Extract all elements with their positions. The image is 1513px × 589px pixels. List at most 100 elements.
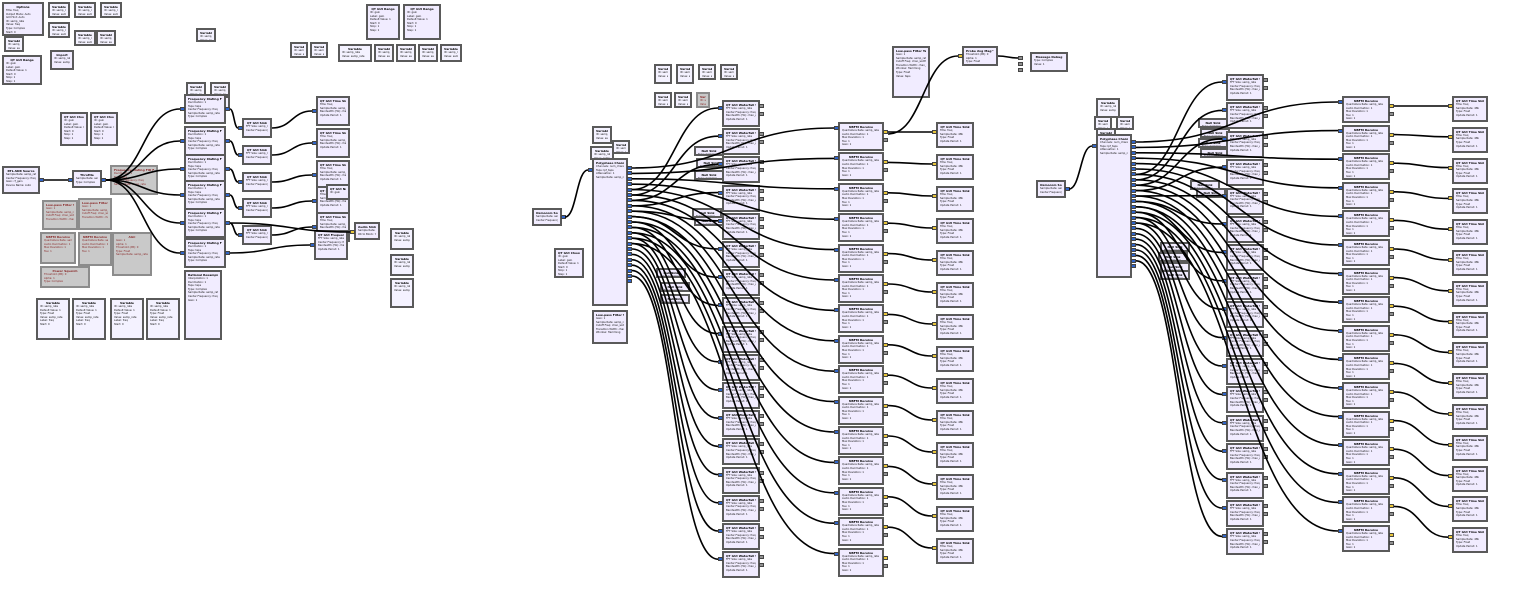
nbfm-in-port[interactable] <box>1338 529 1343 533</box>
nbfm-out-port[interactable] <box>883 434 888 438</box>
xlating-in-port[interactable] <box>180 167 185 171</box>
nbfm-receive-block[interactable]: NBFM Receive Quadrature Rate: samp_rate Au… <box>838 486 884 516</box>
freq-xlating-disabled[interactable]: Frequency Xlating FIR FilterDecimation: … <box>110 165 158 195</box>
nbfm-msg-port[interactable] <box>883 350 888 355</box>
nbfm-out-port[interactable] <box>1389 533 1394 537</box>
nbfm-in-port[interactable] <box>834 186 839 191</box>
variable-config-block[interactable]: Variable ID: samp_rate Default Value: 1 Typ… <box>146 298 180 340</box>
rational-resampler-block[interactable]: Rational Resampler Interpolation: 1 Decima… <box>184 270 222 340</box>
polyphase-out-port[interactable] <box>1131 264 1136 269</box>
nbfm-in-port[interactable] <box>834 521 839 526</box>
nbfm-out-port[interactable] <box>1389 104 1394 108</box>
nbfm-receive-block[interactable]: NBFM Receive Quadrature Rate: samp_rate Au… <box>838 547 884 577</box>
waterfall-msg-port[interactable] <box>1263 370 1268 374</box>
nbfm-msg-port[interactable] <box>883 442 888 446</box>
polyphase-channelizer-block[interactable]: Polyphase ChannelizerChannels: num_chans… <box>592 158 628 306</box>
time-sink-in-port[interactable] <box>1448 535 1453 540</box>
nbfm-receive-block[interactable]: NBFM Receive Quadrature Rate: samp_rate Au… <box>838 182 884 212</box>
time-sink-in-port[interactable] <box>1448 319 1453 324</box>
freq-xlating-block[interactable]: Frequency Xlating FIR FilterDecimation: … <box>184 208 226 238</box>
time-sink-in-port[interactable] <box>932 194 937 198</box>
polyphase-out-port[interactable] <box>1131 253 1136 258</box>
throttle-out-port[interactable] <box>101 178 106 182</box>
nbfm-receive-block[interactable]: NBFM Receive Quadrature Rate: samp_rate Au… <box>838 274 884 303</box>
nbfm-msg-port[interactable] <box>883 138 888 142</box>
nbfm-receive-block[interactable]: NBFM Receive Quadrature Rate: samp_rate Au… <box>838 304 884 334</box>
xlating-out-port[interactable] <box>225 107 230 111</box>
nbfm-in-port[interactable] <box>1338 243 1343 247</box>
time-sink-in-port[interactable] <box>1448 350 1453 355</box>
nbfm-msg-port[interactable] <box>883 198 888 203</box>
nbfm-out-port[interactable] <box>1389 390 1394 394</box>
waterfall-in-port[interactable] <box>718 472 723 477</box>
nbfm-in-port[interactable] <box>834 278 839 282</box>
nbfm-receive-block[interactable]: NBFM Receive Quadrature Rate: samp_rate Au… <box>838 517 884 547</box>
xlating-out-port[interactable] <box>225 139 230 143</box>
nbfm-msg-port[interactable] <box>883 472 888 477</box>
waterfall-msg-port[interactable] <box>1263 426 1268 431</box>
polyphase-out-port[interactable] <box>627 220 632 224</box>
nbfm-msg-port[interactable] <box>883 533 888 538</box>
polyphase-out-port[interactable] <box>627 263 632 268</box>
waterfall-in-port[interactable] <box>1222 335 1227 340</box>
nbfm-receive-block[interactable]: NBFM Receive Quadrature Rate: samp_rate Au… <box>838 426 884 455</box>
time-sink-in-port[interactable] <box>932 386 937 390</box>
nbfm-receive-block[interactable]: NBFM Receive Quadrature Rate: samp_rate Au… <box>838 243 884 273</box>
polyphase-out-port[interactable] <box>1131 188 1136 193</box>
nbfm-in-port[interactable] <box>1338 500 1343 505</box>
nbfm-out-port[interactable] <box>883 373 888 378</box>
waterfall-msg-port[interactable] <box>759 253 764 257</box>
polyphase-out-port[interactable] <box>1131 199 1136 204</box>
waterfall-msg-port[interactable] <box>1263 248 1268 253</box>
waterfall-in-port[interactable] <box>1222 506 1227 510</box>
throttle-in-port[interactable] <box>68 178 73 182</box>
waterfall-msg-port[interactable] <box>759 535 764 539</box>
nbfm-out-port[interactable] <box>1389 304 1394 309</box>
qtgui-sink-in-port[interactable] <box>238 233 243 237</box>
nbfm-receive-block[interactable]: NBFM Receive Quadrature Rate: samp_rate Au… <box>1342 96 1390 123</box>
waterfall-msg-port[interactable] <box>1263 78 1268 82</box>
waterfall-msg-port[interactable] <box>759 555 764 560</box>
waterfall-msg-port[interactable] <box>1263 418 1268 423</box>
freq-xlating-block[interactable]: Frequency Xlating FIR FilterDecimation: … <box>184 94 226 124</box>
time-sink-in-port[interactable] <box>932 354 937 358</box>
nbfm-msg-port[interactable] <box>1389 226 1394 231</box>
waterfall-msg-port[interactable] <box>1263 305 1268 310</box>
waterfall-msg-port[interactable] <box>759 386 764 390</box>
waterfall-msg-port[interactable] <box>759 245 764 249</box>
waterfall-msg-port[interactable] <box>1263 86 1268 90</box>
freq-xlating-block[interactable]: Frequency Xlating FIR FilterDecimation: … <box>184 238 226 268</box>
waterfall-in-port[interactable] <box>1222 392 1227 397</box>
nbfm-receive-block[interactable]: NBFM Receive Quadrature Rate: samp_rate Au… <box>1342 496 1390 524</box>
nbfm-msg-port[interactable] <box>883 320 888 325</box>
waterfall-msg-port[interactable] <box>1263 220 1268 224</box>
waterfall-msg-port[interactable] <box>759 527 764 531</box>
qtgui-number-block[interactable]: QT GUI Number SinkID: gain <box>326 184 350 200</box>
waterfall-in-port[interactable] <box>718 247 723 251</box>
